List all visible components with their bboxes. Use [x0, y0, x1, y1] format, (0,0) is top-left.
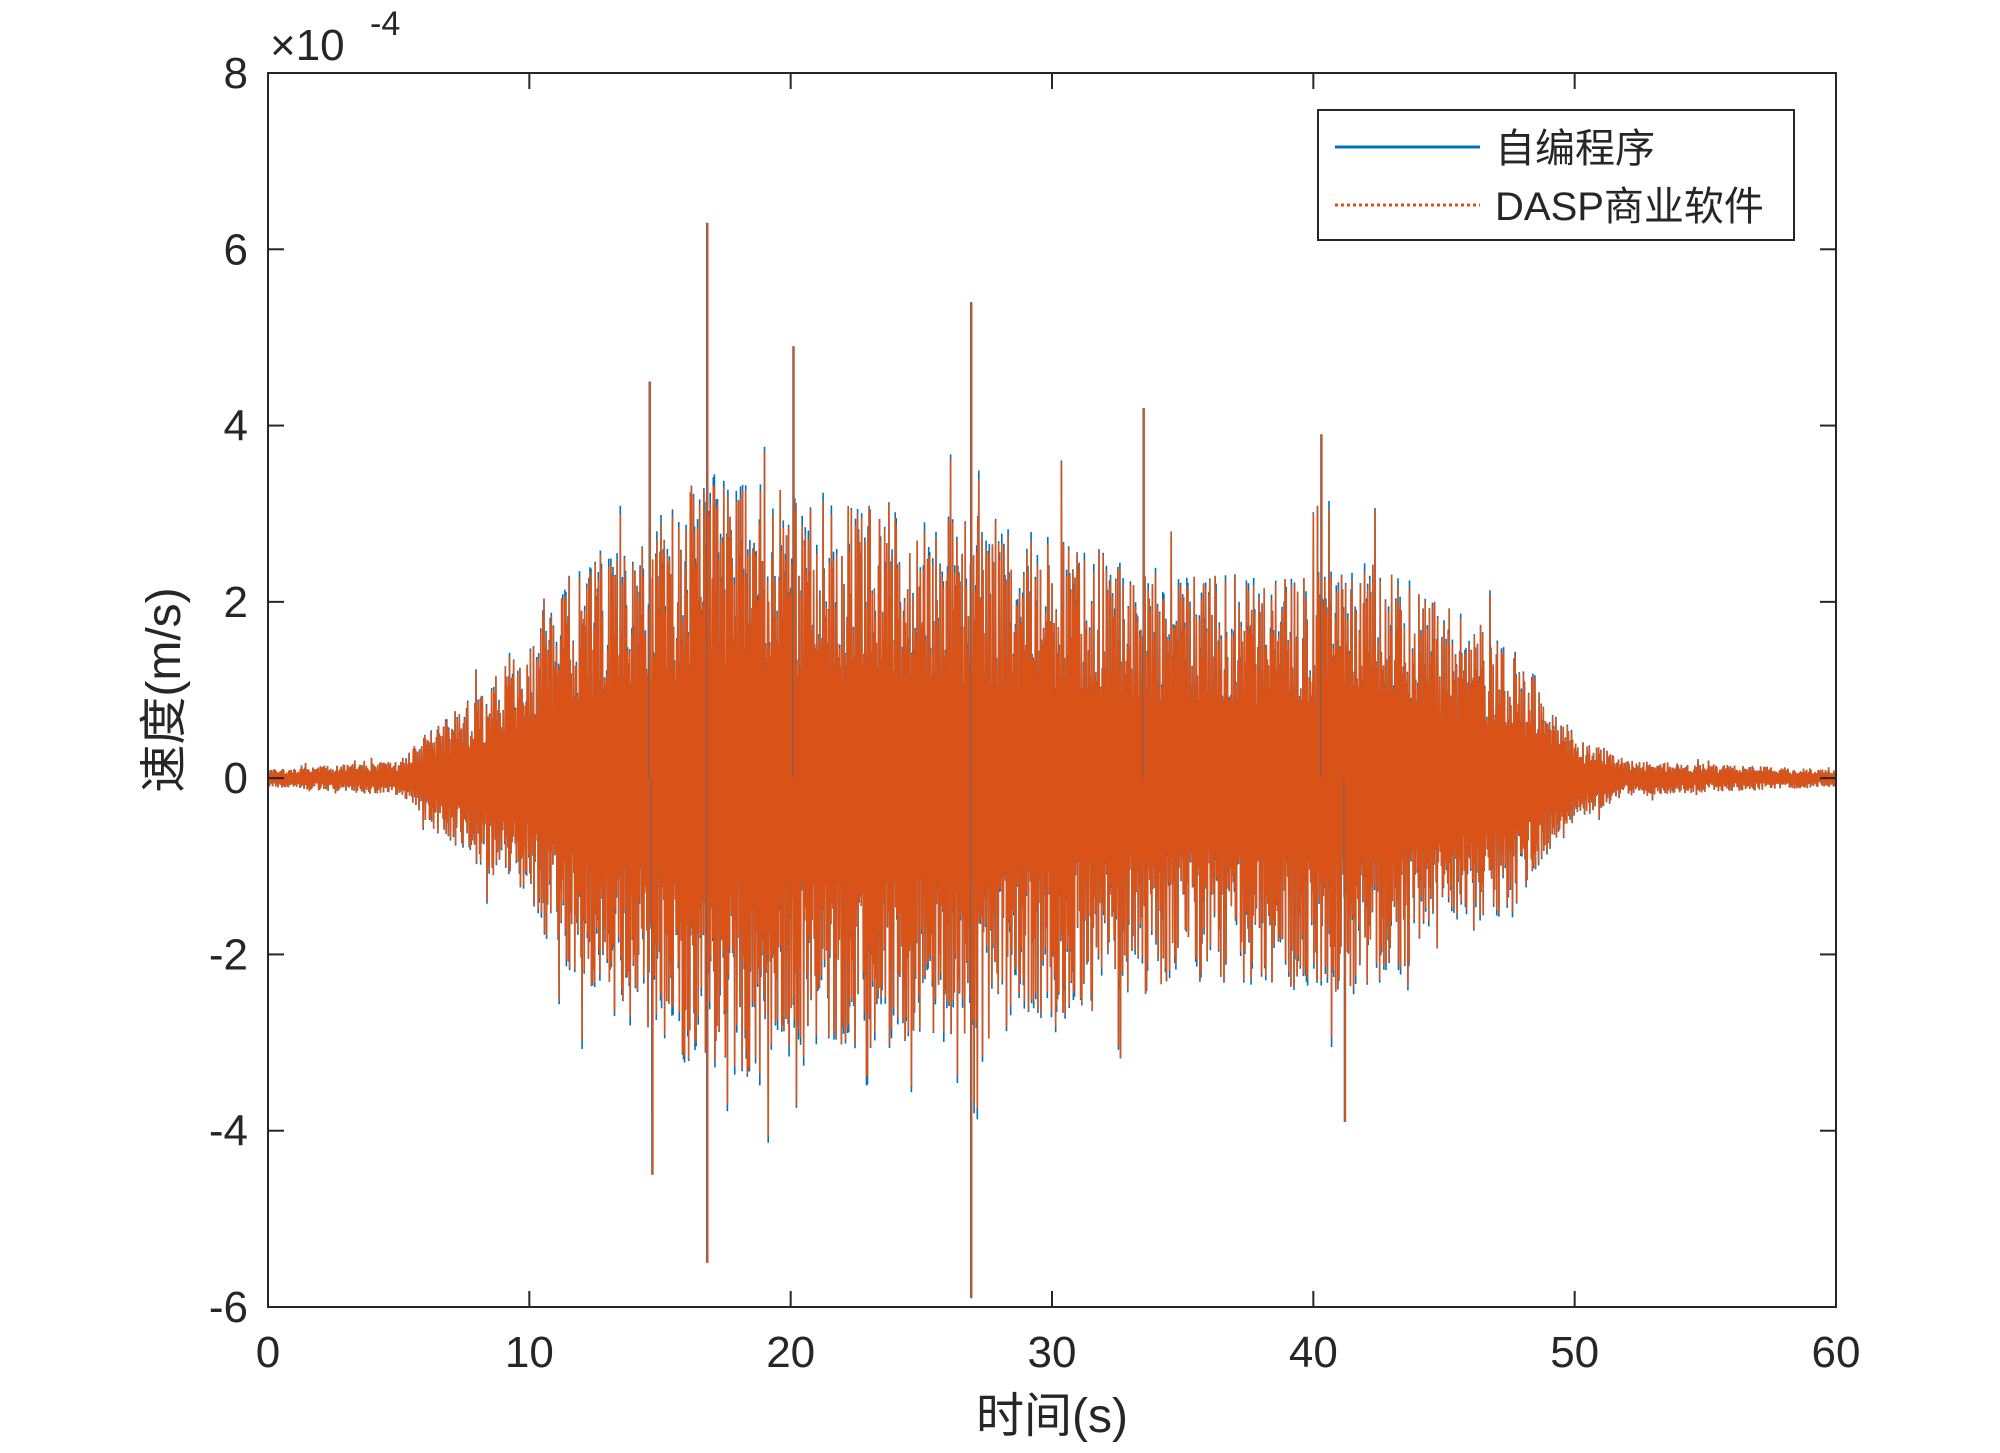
y-tick-label: -4 [209, 1107, 248, 1156]
series-line-dasp [267, 451, 1837, 1136]
legend-label-self-program: 自编程序 [1495, 127, 1655, 171]
legend: 自编程序 DASP商业软件 [1317, 109, 1795, 241]
y-axis-label: 速度(m/s) [138, 587, 191, 792]
y-tick-label: 8 [224, 49, 248, 98]
y-tick-label: -6 [209, 1283, 248, 1332]
x-tick-label: 0 [256, 1328, 280, 1377]
y-tick-label: 6 [224, 225, 248, 274]
y-tick-label: 2 [224, 578, 248, 627]
tick-labels-layer: 0 10 20 30 40 50 60 -6 -4 -2 0 2 4 6 8 [209, 49, 1861, 1377]
legend-box [1317, 109, 1795, 241]
x-tick-label: 20 [766, 1328, 815, 1377]
y-tick-label: 0 [224, 754, 248, 803]
x-tick-label: 10 [505, 1328, 554, 1377]
y-tick-label: 4 [224, 402, 248, 451]
y-exponent-power: -4 [370, 5, 400, 43]
y-exponent-base: ×10 [270, 21, 345, 70]
legend-label-dasp: DASP商业软件 [1495, 185, 1764, 229]
x-axis-label: 时间(s) [976, 1390, 1128, 1443]
x-tick-label: 50 [1550, 1328, 1599, 1377]
x-tick-label: 40 [1289, 1328, 1338, 1377]
ticks-layer [267, 72, 1837, 1308]
y-tick-label: -2 [209, 930, 248, 979]
x-tick-label: 30 [1028, 1328, 1077, 1377]
x-tick-label: 60 [1812, 1328, 1861, 1377]
series-layer [267, 222, 1837, 1299]
